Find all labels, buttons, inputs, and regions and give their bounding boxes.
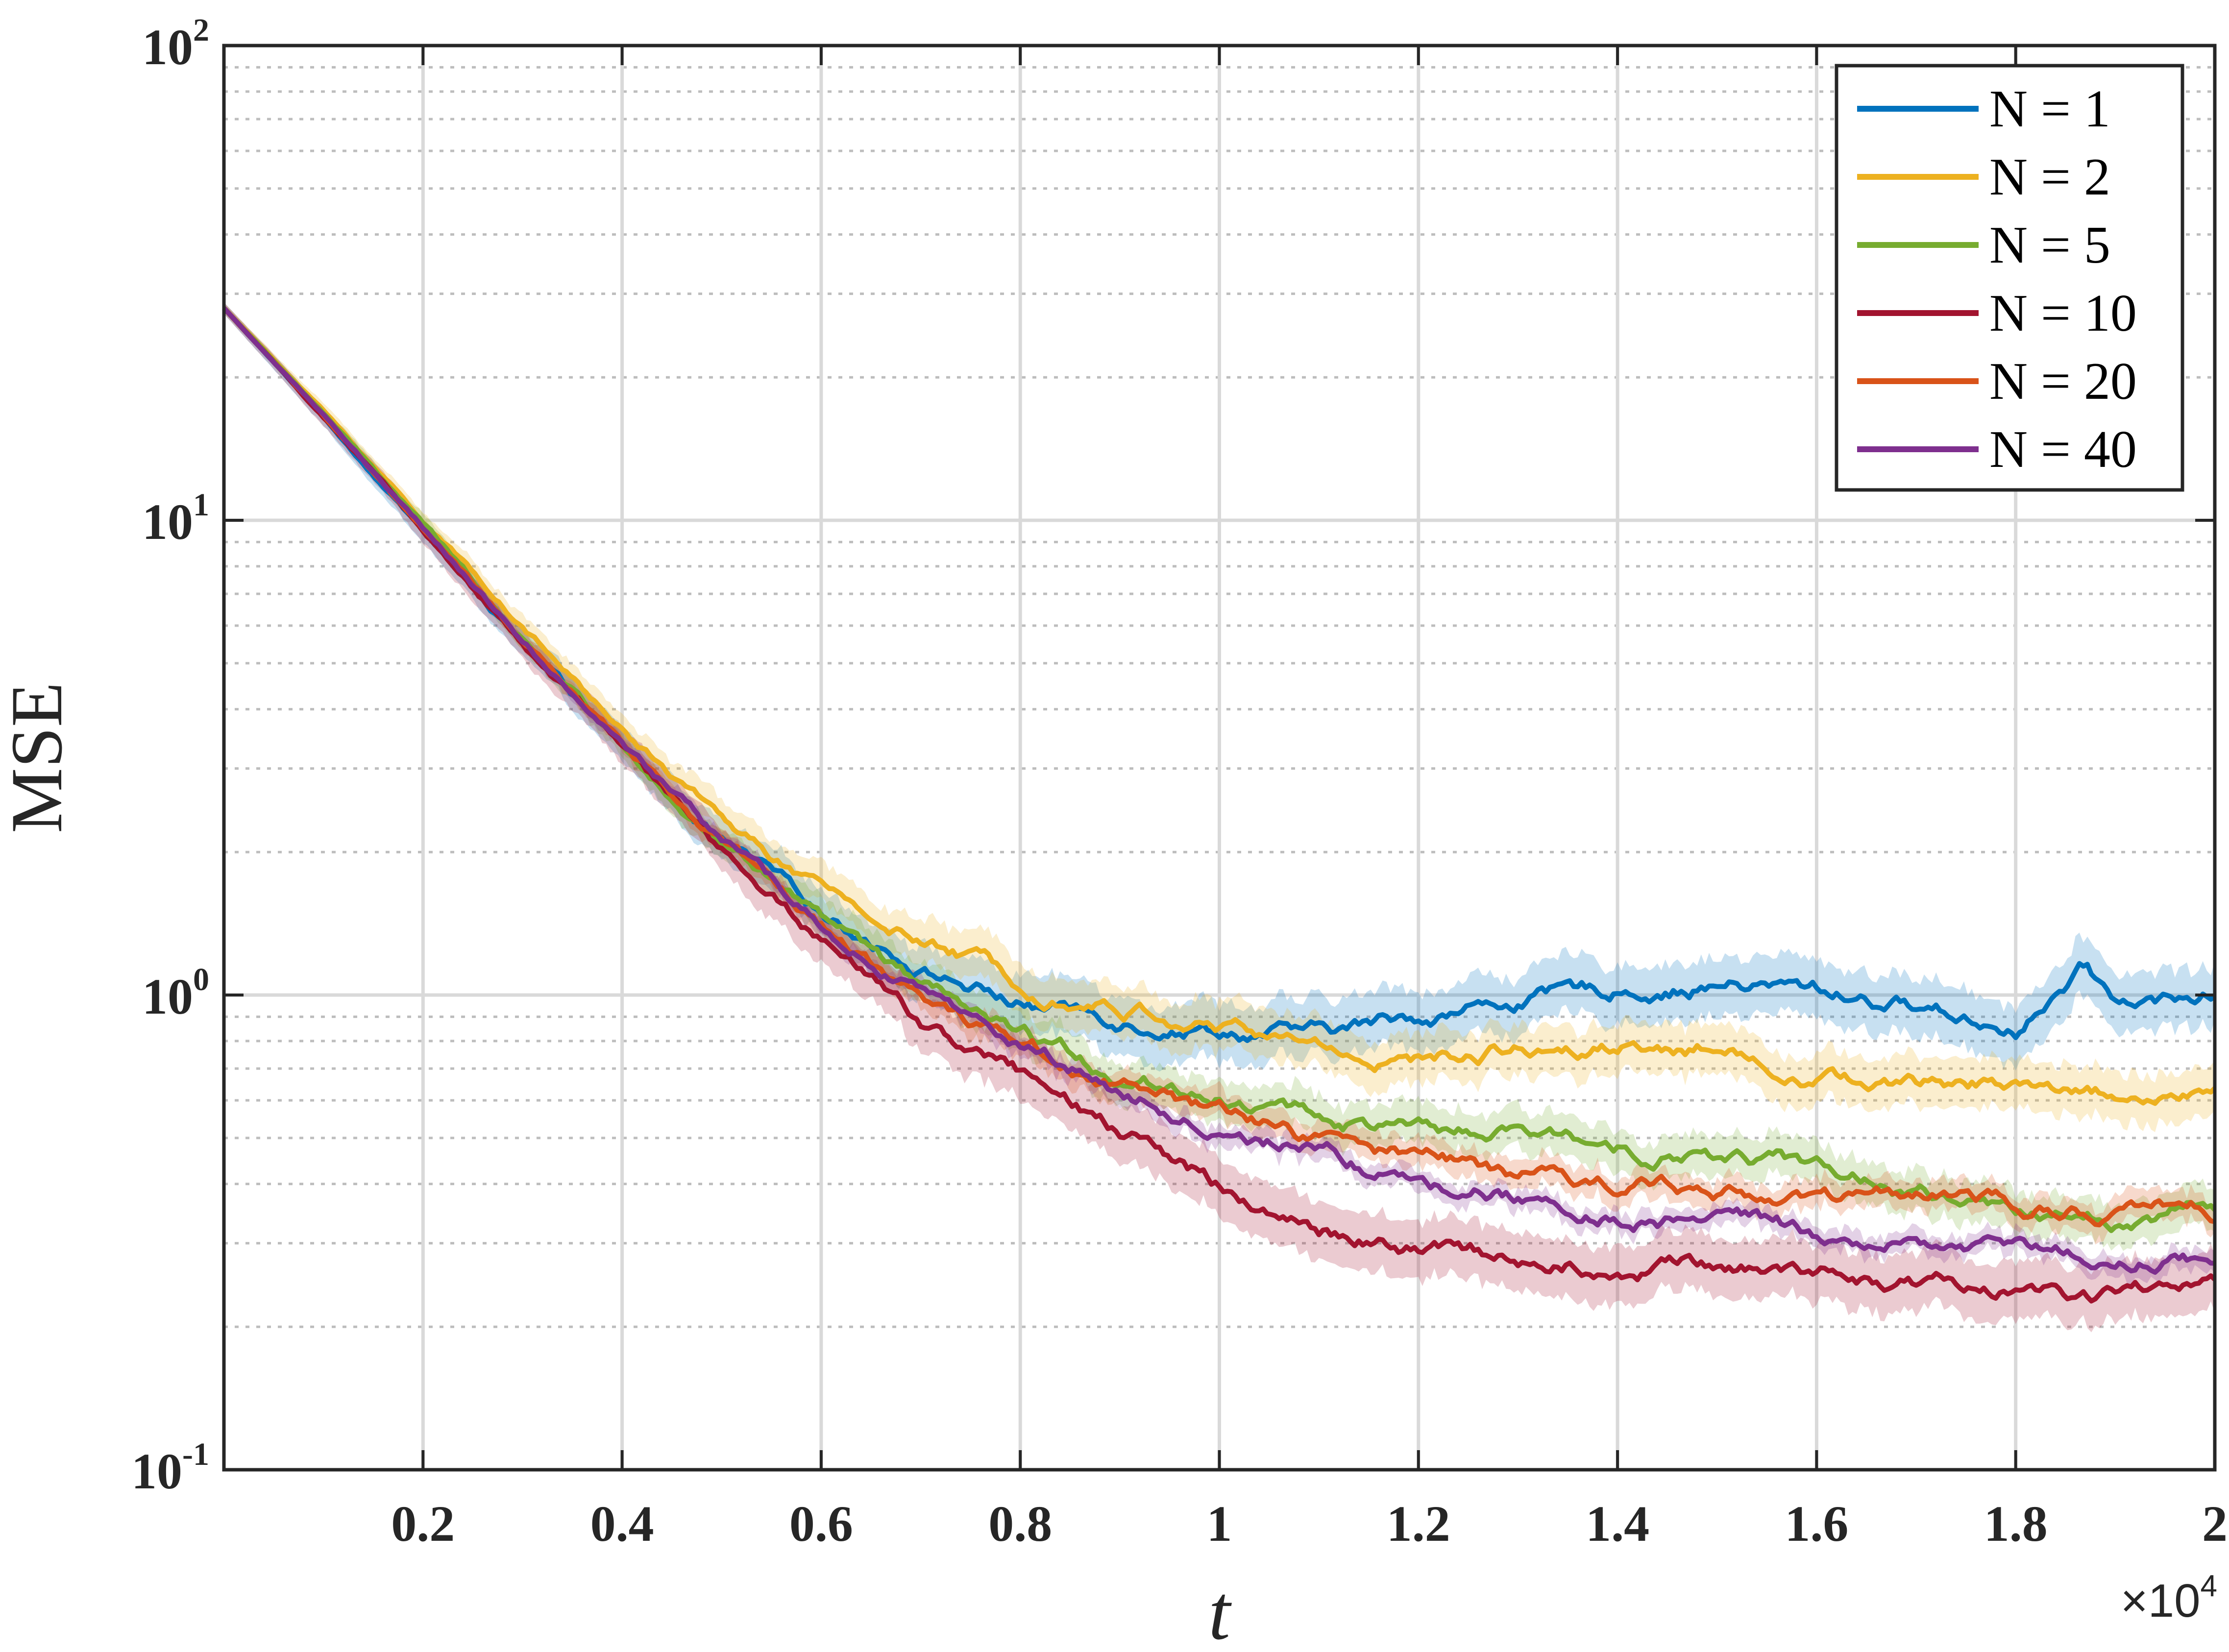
legend-item: N = 10 xyxy=(1857,284,2137,342)
x-tick-label: 1.2 xyxy=(1387,1496,1450,1552)
legend-item: N = 1 xyxy=(1857,80,2110,138)
confidence-band xyxy=(224,303,2215,1132)
legend-label: N = 10 xyxy=(1989,284,2137,342)
y-tick-exponent: 1 xyxy=(193,487,209,523)
x-tick-label: 2 xyxy=(2202,1496,2228,1552)
y-tick-exponent: 2 xyxy=(193,12,209,48)
y-tick-label: 102 xyxy=(142,12,209,75)
legend-item: N = 40 xyxy=(1857,420,2137,479)
y-axis-label: MSE xyxy=(0,682,77,833)
legend-label: N = 20 xyxy=(1989,352,2137,411)
x-tick-label: 0.2 xyxy=(391,1496,455,1552)
legend-label: N = 40 xyxy=(1989,420,2137,479)
y-tick-exponent: -1 xyxy=(182,1436,209,1472)
confidence-bands xyxy=(224,302,2215,1333)
x-axis-label: t xyxy=(1208,1569,1232,1652)
x-tick-label: 1.6 xyxy=(1785,1496,1848,1552)
y-tick-label: 101 xyxy=(142,487,209,550)
legend-label: N = 5 xyxy=(1989,216,2110,274)
series-lines xyxy=(222,306,2217,1304)
x-tick-label: 1 xyxy=(1207,1496,1232,1552)
y-tick-base: 10 xyxy=(131,1443,182,1500)
series-line xyxy=(222,306,2217,1106)
y-tick-base: 10 xyxy=(142,494,193,550)
x-axis-multiplier: ×104 xyxy=(2121,1569,2217,1627)
x-tick-label: 0.4 xyxy=(590,1496,654,1552)
legend-box xyxy=(1835,64,2184,492)
x-tick-labels: 0.2 0.4 0.6 0.8 1 1.2 1.4 1.6 1.8 2 xyxy=(391,1496,2228,1552)
legend-item: N = 2 xyxy=(1857,148,2110,206)
x-tick-label: 0.8 xyxy=(988,1496,1052,1552)
series-line xyxy=(222,306,2215,1275)
y-tick-base: 10 xyxy=(142,19,193,75)
y-tick-exponent: 0 xyxy=(193,962,209,997)
y-tick-label: 100 xyxy=(142,962,209,1025)
x-tick-label: 1.8 xyxy=(1984,1496,2048,1552)
x-tick-label: 1.4 xyxy=(1586,1496,1649,1552)
y-tick-base: 10 xyxy=(142,969,193,1025)
x-axis-multiplier-exponent: 4 xyxy=(2201,1569,2217,1603)
legend-item: N = 5 xyxy=(1857,216,2110,274)
axis-ticks xyxy=(224,44,2216,1471)
x-tick-label: 0.6 xyxy=(789,1496,853,1552)
legend-label: N = 2 xyxy=(1989,148,2110,206)
y-tick-label: 10-1 xyxy=(131,1436,209,1500)
legend: N = 1 N = 2 N = 5 N = 10 N = 20 N = 40 xyxy=(1835,64,2184,492)
legend-label: N = 1 xyxy=(1989,80,2110,138)
legend-item: N = 20 xyxy=(1857,352,2137,411)
x-axis-multiplier-base: ×10 xyxy=(2121,1575,2201,1627)
